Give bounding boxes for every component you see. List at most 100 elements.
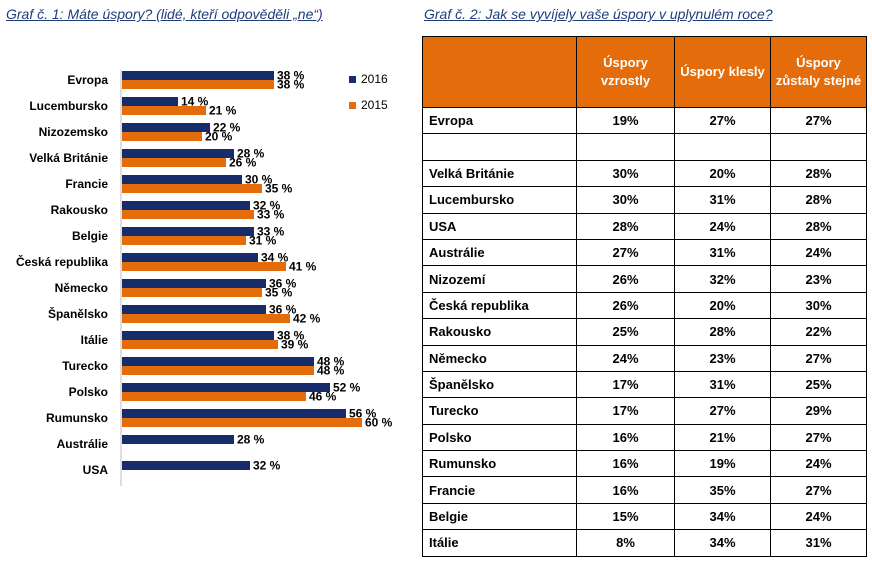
table-cell-decreased: 35% [674, 476, 771, 504]
bar-2015 [122, 210, 254, 219]
legend-label-2015: 2015 [361, 98, 388, 112]
chart-title: Graf č. 1: Máte úspory? (lidé, kteří odp… [6, 6, 323, 22]
table-row [422, 133, 867, 161]
table-cell-unchanged: 28% [770, 159, 867, 188]
table-row: Rakousko 25% 28% 22% [422, 318, 867, 346]
table-row: Rumunsko 16% 19% 24% [422, 450, 867, 478]
category-label: Rakousko [51, 203, 108, 217]
table-cell-increased: 16% [576, 476, 675, 504]
table-cell-increased: 27% [576, 238, 675, 267]
table-cell-unchanged: 24% [770, 238, 867, 267]
bar-2016 [122, 123, 210, 132]
legend-swatch-2015 [349, 102, 356, 109]
bar-2015 [122, 314, 290, 323]
table-cell-unchanged: 22% [770, 318, 867, 346]
data-label-2016: 36 % [269, 277, 297, 291]
savings-change-table: Úspory vzrostly Úspory klesly Úspory zůs… [422, 36, 867, 557]
table-cell-country: USA [422, 212, 577, 240]
table-cell-decreased: 20% [674, 159, 771, 188]
table-cell-increased: 17% [576, 370, 675, 399]
table-cell-unchanged: 30% [770, 291, 867, 320]
table-row: Belgie 15% 34% 24% [422, 502, 867, 531]
bar-2016 [122, 409, 346, 418]
table-cell-decreased: 28% [674, 318, 771, 346]
table-row: USA 28% 24% 28% [422, 212, 867, 240]
bar-2016 [122, 253, 258, 262]
header-increased: Úspory vzrostly [576, 36, 675, 108]
table-cell-unchanged: 24% [770, 450, 867, 478]
table-cell-unchanged: 27% [770, 344, 867, 372]
data-label-2016: 38 % [277, 329, 305, 343]
category-label: USA [83, 463, 109, 477]
table-cell-country: Itálie [422, 529, 577, 557]
table-cell-increased: 25% [576, 318, 675, 346]
table-cell-decreased: 23% [674, 344, 771, 372]
table-cell-increased: 26% [576, 291, 675, 320]
table-cell-decreased: 32% [674, 265, 771, 293]
table-cell-decreased: 31% [674, 370, 771, 399]
bar-2016 [122, 97, 178, 106]
table-cell-decreased: 19% [674, 450, 771, 478]
table-cell-country: Nizozemí [422, 265, 577, 293]
data-label-2015: 35 % [265, 286, 293, 300]
data-label-2016: 52 % [333, 381, 361, 395]
category-label: Rumunsko [46, 411, 108, 425]
category-label: Velká Británie [29, 151, 108, 165]
category-label: Německo [55, 281, 108, 295]
data-label-2015: 48 % [317, 364, 345, 378]
table-row: Lucembursko 30% 31% 28% [422, 186, 867, 214]
header-country [422, 36, 577, 108]
table-cell-decreased: 31% [674, 238, 771, 267]
table-cell-increased: 30% [576, 159, 675, 188]
table-cell-decreased: 34% [674, 502, 771, 531]
bar-2015 [122, 158, 226, 167]
data-label-2016: 56 % [349, 407, 377, 421]
bar-2016 [122, 201, 250, 210]
table-cell-decreased: 20% [674, 291, 771, 320]
bar-2015 [122, 366, 314, 375]
table-cell-unchanged: 24% [770, 502, 867, 531]
table-cell-country: Belgie [422, 502, 577, 531]
table-row: Polsko 16% 21% 27% [422, 423, 867, 452]
table-cell-increased: 15% [576, 502, 675, 531]
table-cell-increased: 8% [576, 529, 675, 557]
table-cell-increased: 16% [576, 450, 675, 478]
data-label-2015: 41 % [289, 260, 317, 274]
bar-2016 [122, 435, 234, 444]
bar-2016 [122, 71, 274, 80]
table-row: Turecko 17% 27% 29% [422, 397, 867, 425]
table-cell-country: Španělsko [422, 370, 577, 399]
table-header-row: Úspory vzrostly Úspory klesly Úspory zůs… [422, 36, 867, 108]
category-label: Turecko [62, 359, 108, 373]
bar-2016 [122, 175, 242, 184]
table-cell-decreased: 27% [674, 106, 771, 135]
data-label-2016: 32 % [253, 199, 281, 213]
table-cell-unchanged: 27% [770, 476, 867, 504]
table-cell-country [422, 133, 577, 161]
data-label-2015: 21 % [209, 104, 237, 118]
table-row: Nizozemí 26% 32% 23% [422, 265, 867, 293]
bar-2015 [122, 288, 262, 297]
bar-2016 [122, 305, 266, 314]
table-header: Úspory vzrostly Úspory klesly Úspory zůs… [422, 36, 867, 108]
data-label-2015: 46 % [309, 390, 337, 404]
table-cell-country: Lucembursko [422, 186, 577, 214]
table-cell-increased: 26% [576, 265, 675, 293]
table-cell-increased: 16% [576, 423, 675, 452]
table-cell-decreased: 27% [674, 397, 771, 425]
table-cell-unchanged: 29% [770, 397, 867, 425]
data-label-2015: 31 % [249, 234, 277, 248]
table-cell-decreased: 34% [674, 529, 771, 557]
table-cell-country: Austrálie [422, 238, 577, 267]
header-unchanged: Úspory zůstaly stejné [770, 36, 867, 108]
category-label: Austrálie [57, 437, 109, 451]
table-row: Evropa 19% 27% 27% [422, 106, 867, 135]
table-cell-country: Česká republika [422, 291, 577, 320]
data-label-2016: 36 % [269, 303, 297, 317]
bar-2016 [122, 331, 274, 340]
table-cell-unchanged [770, 133, 867, 161]
data-label-2015: 35 % [265, 182, 293, 196]
bar-2016 [122, 279, 266, 288]
category-label: Česká republika [16, 254, 108, 269]
bar-2015 [122, 262, 286, 271]
